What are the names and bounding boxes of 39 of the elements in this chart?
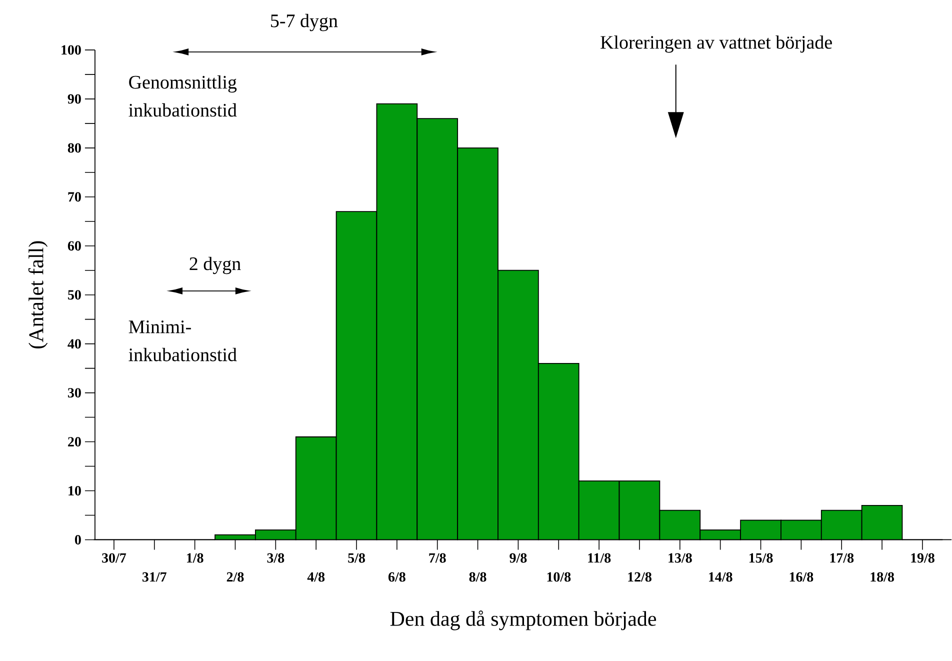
y-tick-label: 70 bbox=[68, 192, 81, 202]
x-tick-label: 11/8 bbox=[588, 553, 611, 563]
x-tick-label: 1/8 bbox=[186, 553, 204, 563]
x-tick-label: 6/8 bbox=[388, 572, 406, 582]
y-tick-label: 10 bbox=[68, 486, 81, 496]
x-tick-label: 5/8 bbox=[348, 553, 365, 563]
y-tick-label: 60 bbox=[68, 241, 81, 251]
y-tick-label: 30 bbox=[68, 388, 81, 398]
x-tick-label: 7/8 bbox=[429, 553, 446, 563]
x-tick-label: 31/7 bbox=[142, 572, 166, 582]
x-tick-label: 2/8 bbox=[226, 572, 244, 582]
x-tick-label: 15/8 bbox=[749, 553, 773, 563]
x-tick-label: 9/8 bbox=[510, 553, 527, 563]
x-tick-label: 8/8 bbox=[469, 572, 486, 582]
x-tick-label: 16/8 bbox=[790, 572, 814, 582]
x-axis-title: Den dag då symptomen började bbox=[390, 610, 656, 630]
y-tick-label: 90 bbox=[68, 94, 81, 104]
x-tick-label: 12/8 bbox=[628, 572, 652, 582]
y-tick-label: 0 bbox=[74, 535, 81, 545]
x-tick-label: 18/8 bbox=[870, 572, 894, 582]
x-tick-label: 4/8 bbox=[307, 572, 325, 582]
x-tick-label: 14/8 bbox=[709, 572, 732, 582]
x-tick-label: 10/8 bbox=[547, 572, 571, 582]
x-tick-label: 19/8 bbox=[911, 553, 934, 563]
x-tick-label: 13/8 bbox=[668, 553, 692, 563]
annotation: Genomsnittlig inkubationstid bbox=[128, 75, 237, 117]
x-tick-label: 3/8 bbox=[267, 553, 284, 563]
y-tick-label: 50 bbox=[68, 290, 81, 300]
y-tick-label: 80 bbox=[68, 143, 81, 153]
annotation: Minimi-inkubationstid bbox=[128, 320, 237, 362]
x-tick-label: 17/8 bbox=[830, 553, 854, 563]
y-tick-label: 40 bbox=[68, 339, 81, 349]
y-axis-title: (Antalet fall) bbox=[28, 241, 48, 349]
y-tick-label: 20 bbox=[68, 437, 81, 447]
annotation: Kloreringen av vattnet började bbox=[600, 36, 832, 53]
annotation: 2 dygn bbox=[190, 256, 241, 274]
text: 5-7 dygn bbox=[271, 14, 338, 32]
y-tick-label: 100 bbox=[62, 45, 81, 55]
x-tick-label: 30/7 bbox=[102, 553, 126, 563]
